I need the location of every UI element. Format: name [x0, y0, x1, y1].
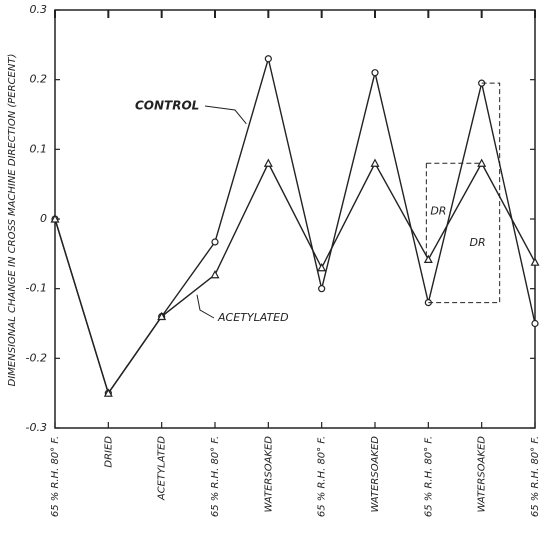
point: [263, 158, 273, 167]
x-tick-label: 65 % R.H. 80° F.: [210, 436, 221, 517]
point: [50, 214, 60, 223]
series-line: [54, 161, 536, 395]
annotation: DR: [470, 236, 486, 249]
y-tick-label: -0.2: [26, 351, 47, 364]
x-tick-label: 65 % R.H. 80° F.: [530, 436, 541, 517]
x-tick-label: WATERSOAKED: [370, 436, 381, 513]
series-label: ACETYLATED: [217, 311, 289, 324]
x-tick-label: DRIED: [103, 436, 114, 468]
point: [157, 311, 167, 321]
dimension-line: [428, 82, 501, 304]
x-tick-label: WATERSOAKED: [263, 436, 274, 513]
x-tick-label: 65 % R.H. 80° F.: [50, 436, 61, 517]
x-tick-label: ACETYLATED: [157, 436, 168, 501]
point: [264, 55, 272, 63]
leader-line: [196, 294, 215, 319]
point: [423, 254, 433, 264]
point: [103, 388, 113, 397]
annotation: DR: [430, 204, 446, 217]
series-line: [54, 55, 536, 395]
point: [477, 158, 487, 167]
point: [211, 238, 219, 246]
y-tick-label: 0.2: [30, 73, 48, 86]
y-tick-label: 0.3: [30, 3, 48, 16]
y-tick-label: -0.1: [26, 282, 47, 295]
series-label: CONTROL: [135, 99, 199, 113]
x-tick-label: 65 % R.H. 80° F.: [423, 436, 434, 517]
point: [531, 319, 539, 328]
leader-line: [204, 105, 247, 125]
point: [370, 158, 380, 167]
y-tick-label: -0.3: [26, 421, 47, 434]
y-tick-label: 0.1: [30, 142, 48, 155]
y-tick-label: 0: [40, 212, 47, 225]
y-axis-label: DIMENSIONAL CHANGE IN CROSS MACHINE DIRE…: [7, 54, 18, 387]
point: [210, 269, 220, 279]
point: [318, 285, 326, 293]
point: [317, 263, 327, 272]
x-tick-label: WATERSOAKED: [477, 436, 488, 513]
x-tick-label: 65 % R.H. 80° F.: [317, 436, 328, 517]
point: [371, 69, 379, 77]
point: [530, 257, 540, 266]
dimension-line: [425, 162, 482, 260]
